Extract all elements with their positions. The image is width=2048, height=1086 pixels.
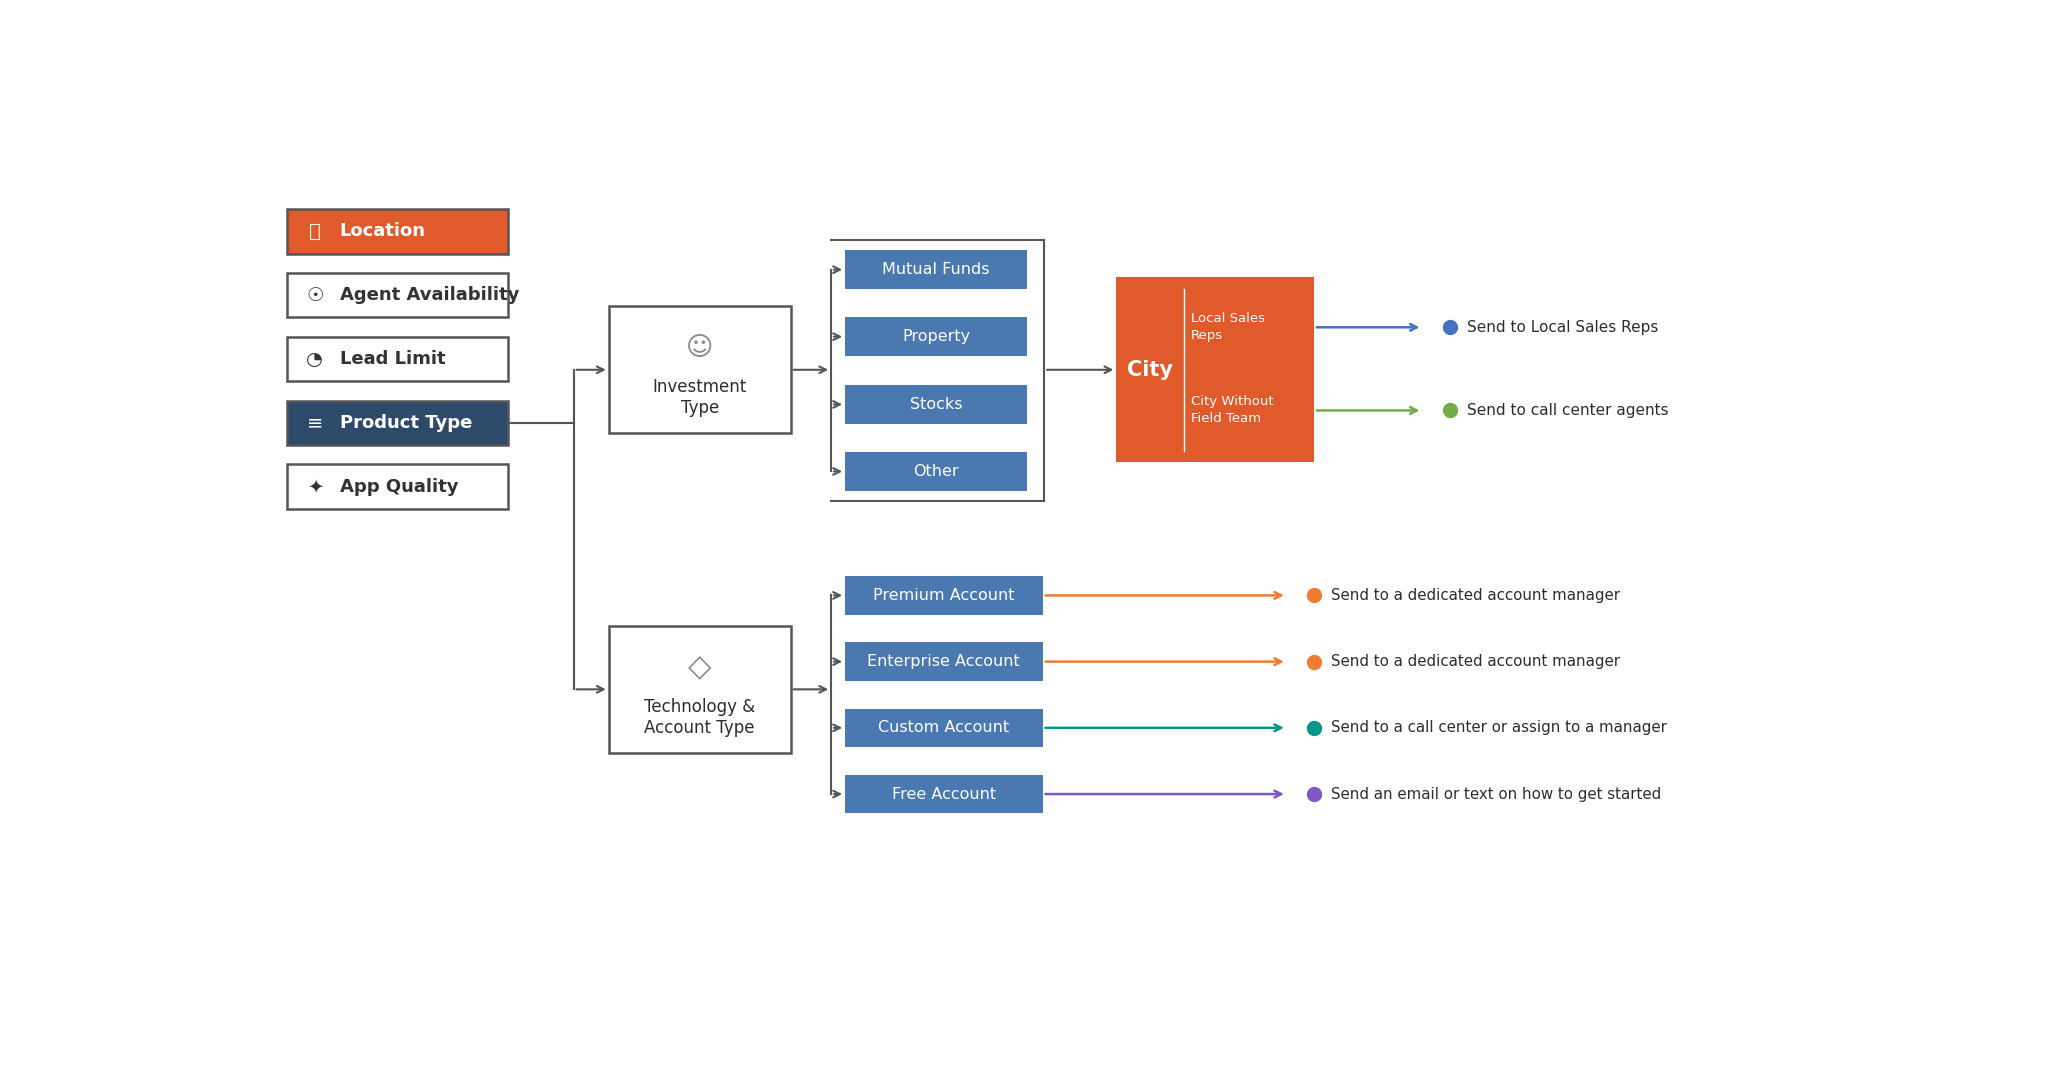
Text: Mutual Funds: Mutual Funds: [883, 262, 989, 277]
Bar: [846, 452, 1028, 491]
Bar: [846, 317, 1028, 356]
Bar: [608, 306, 791, 433]
Text: Location: Location: [340, 223, 426, 240]
Text: ✦: ✦: [307, 478, 324, 496]
Text: ☉: ☉: [305, 286, 324, 304]
Text: Stocks: Stocks: [909, 397, 963, 412]
Bar: [287, 273, 508, 317]
Text: ≡: ≡: [307, 414, 324, 432]
Text: Property: Property: [901, 329, 971, 344]
Text: Other: Other: [913, 464, 958, 479]
Text: Send to call center agents: Send to call center agents: [1466, 403, 1669, 418]
Text: Agent Availability: Agent Availability: [340, 286, 518, 304]
Text: Send to a dedicated account manager: Send to a dedicated account manager: [1331, 654, 1620, 669]
Bar: [287, 465, 508, 509]
Bar: [846, 643, 1042, 681]
Text: ◇: ◇: [688, 654, 711, 682]
Bar: [846, 386, 1028, 424]
Text: City Without
Field Team: City Without Field Team: [1190, 395, 1274, 426]
Text: Custom Account: Custom Account: [879, 720, 1010, 735]
Text: Local Sales
Reps: Local Sales Reps: [1190, 313, 1266, 342]
Text: Lead Limit: Lead Limit: [340, 350, 444, 368]
Text: Free Account: Free Account: [891, 786, 995, 801]
Text: Send an email or text on how to get started: Send an email or text on how to get star…: [1331, 786, 1661, 801]
Text: Send to a dedicated account manager: Send to a dedicated account manager: [1331, 588, 1620, 603]
Text: ◔: ◔: [307, 350, 324, 368]
Text: ⌕: ⌕: [309, 222, 322, 241]
Bar: [846, 774, 1042, 813]
Bar: [846, 577, 1042, 615]
Bar: [846, 251, 1028, 289]
Text: Enterprise Account: Enterprise Account: [868, 654, 1020, 669]
Text: City: City: [1126, 359, 1174, 380]
Bar: [846, 708, 1042, 747]
Bar: [1116, 277, 1315, 463]
Bar: [287, 209, 508, 253]
Text: App Quality: App Quality: [340, 478, 459, 496]
Text: Product Type: Product Type: [340, 414, 473, 432]
Text: Premium Account: Premium Account: [872, 588, 1014, 603]
Bar: [608, 626, 791, 753]
Text: Send to a call center or assign to a manager: Send to a call center or assign to a man…: [1331, 720, 1667, 735]
Text: Technology &
Account Type: Technology & Account Type: [645, 698, 756, 736]
Text: Send to Local Sales Reps: Send to Local Sales Reps: [1466, 319, 1659, 334]
Bar: [287, 401, 508, 445]
Text: ☺: ☺: [686, 336, 713, 362]
Bar: [287, 337, 508, 381]
Text: Investment
Type: Investment Type: [653, 378, 748, 417]
